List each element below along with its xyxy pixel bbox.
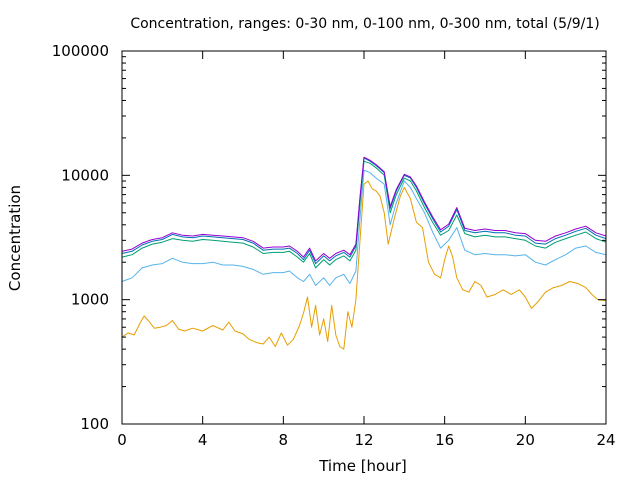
x-tick-label: 12	[354, 431, 373, 449]
series-line-2	[121, 169, 607, 286]
x-axis-label: Time [hour]	[318, 457, 407, 475]
y-axis-label: Concentration	[6, 185, 24, 291]
x-tick-label: 24	[596, 431, 615, 449]
x-tick-label: 8	[279, 431, 289, 449]
series-line-5	[121, 156, 607, 262]
series-layer	[121, 156, 607, 350]
series-line-1	[121, 180, 607, 350]
y-tick-label: 100	[80, 415, 109, 433]
y-tick-label: 1000	[71, 291, 109, 309]
x-tick-label: 20	[516, 431, 535, 449]
y-tick-label: 100000	[52, 42, 109, 60]
x-tick-label: 4	[198, 431, 208, 449]
x-tick-label: 16	[435, 431, 454, 449]
series-line-3	[121, 160, 607, 269]
x-tick-label: 0	[117, 431, 127, 449]
chart-title: Concentration, ranges: 0-30 nm, 0-100 nm…	[130, 16, 599, 32]
ticks-layer: 0 4 8 12 16 20 24 100 1000 10000 100000	[52, 42, 616, 449]
y-tick-label: 10000	[61, 166, 109, 184]
